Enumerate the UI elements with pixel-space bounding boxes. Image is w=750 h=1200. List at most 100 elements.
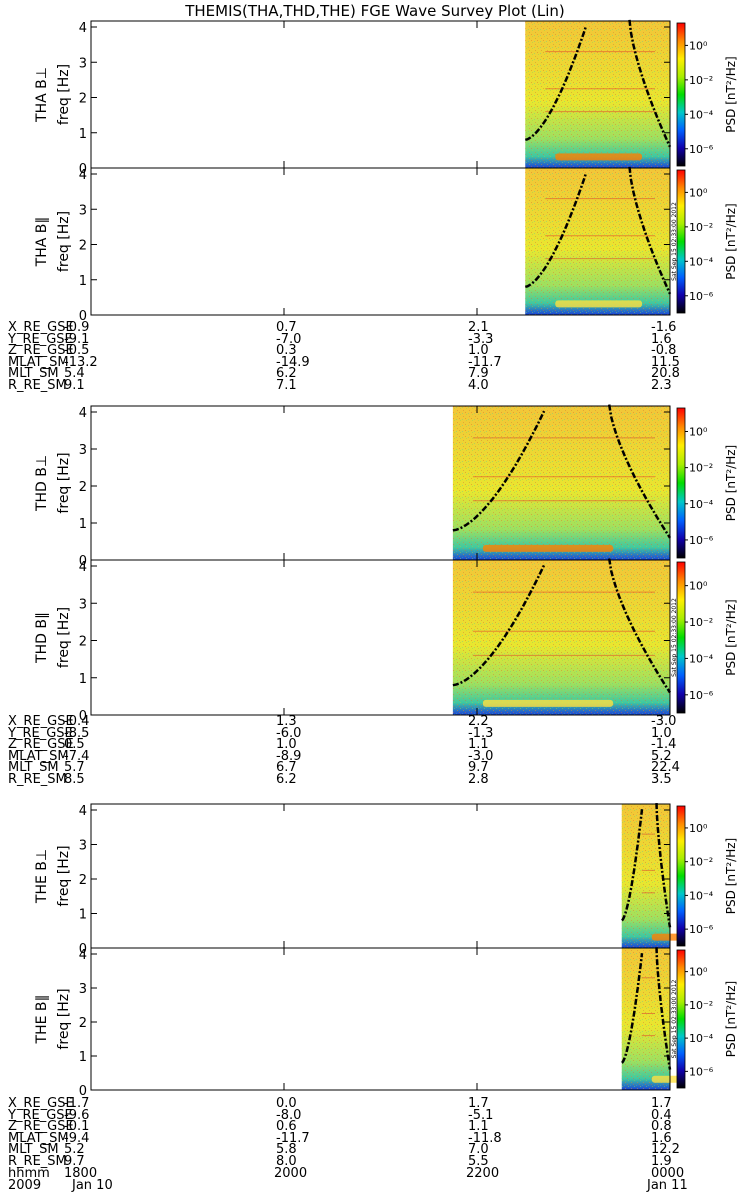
colorbar-tick-label: 10⁻⁶	[689, 290, 714, 303]
ephemeris-row: X_RE_GSE -1.7 0.0 1.7 1.7	[0, 1096, 750, 1111]
gyrofrequency-curve	[621, 809, 644, 922]
ephemeris-value: -3.3	[468, 331, 494, 347]
ephemeris-row: Y_RE_GSE -9.1 -7.0 -3.3 1.6	[0, 331, 750, 347]
colorbar-label: PSD [nT²/Hz]	[724, 56, 738, 132]
ephemeris-value: 0.4	[651, 1107, 672, 1123]
time-axis-tick-label: 2000	[274, 1166, 308, 1181]
freq-tick-label: 2	[79, 873, 87, 888]
ephemeris-value: -1.6	[651, 320, 677, 335]
spectrogram-panel: 0 1 2 3 4 THA B⊥ freq [Hz] 10⁰ 10⁻² 10⁻⁴ 10⁻⁶ PSD […	[34, 19, 738, 177]
colorbar-tick-label: 10⁰	[689, 966, 708, 979]
spectrogram-noise	[525, 21, 670, 168]
ephemeris-value: -5.1	[468, 1107, 494, 1123]
freq-axis-label: freq [Hz]	[56, 607, 72, 668]
ephemeris-value: 11.5	[651, 354, 680, 370]
ephemeris-value: -0.5	[64, 343, 90, 359]
spectrogram-noise	[452, 406, 670, 560]
ephemeris-row: R_RE_SM 8.5 6.2 2.8 3.5	[0, 771, 750, 787]
ephemeris-value: -9.6	[64, 1107, 90, 1123]
ephemeris-value: 6.7	[276, 760, 297, 776]
ephemeris-value: 1.6	[651, 1130, 672, 1146]
ephemeris-value: 8.0	[276, 1153, 297, 1169]
ephemeris-value: 1.9	[651, 1153, 672, 1169]
colorbar-tick-label: 10⁰	[689, 39, 708, 52]
colorbar-tick-label: 10⁻²	[689, 74, 713, 87]
ephemeris-row: X_RE_GSE -0.4 1.3 2.2 -3.0	[0, 714, 750, 729]
freq-tick-label: 2	[79, 1016, 87, 1031]
ephemeris-value: 0.3	[276, 343, 297, 359]
low-frequency-band	[482, 544, 614, 552]
time-axis-row-date: 2009 Jan 10 Jan 11	[0, 1179, 750, 1192]
generation-stamp: Sat Sep 15 02:33:00 2012	[671, 598, 678, 677]
ephemeris-value: -8.0	[276, 1107, 302, 1123]
ephemeris-label: Z_RE_GSE	[8, 737, 74, 753]
freq-tick-label: 0	[79, 554, 87, 569]
colorbar	[676, 169, 686, 314]
colorbar-tick-label: 10⁻²	[689, 462, 713, 475]
colorbar-tick-label: 10⁻⁶	[689, 689, 714, 702]
ephemeris-row: MLAT_SM -13.2 -14.9 -11.7 11.5	[0, 354, 750, 370]
panel-label: THA B⊥	[34, 67, 50, 123]
ephemeris-value: 0.5	[64, 737, 85, 753]
ephemeris-value: 9.7	[64, 1153, 85, 1169]
ephemeris-value: 7.1	[276, 377, 297, 393]
ephemeris-value: 1.1	[468, 1119, 489, 1135]
freq-axis-label: freq [Hz]	[56, 452, 72, 513]
gyrofrequency-curve	[607, 558, 672, 694]
freq-tick-label: 2	[79, 635, 87, 650]
ephemeris-value: -3.0	[651, 714, 677, 729]
ephemeris-value: -11.7	[468, 354, 502, 370]
colorbar-label: PSD [nT²/Hz]	[724, 838, 738, 914]
time-axis-row-hhmm: hhmm 1800 2000 2200 0000	[0, 1166, 750, 1181]
time-axis-row-label: hhmm	[8, 1166, 50, 1181]
colorbar-tick-label: 10⁰	[689, 425, 708, 438]
freq-tick-label: 3	[79, 443, 87, 458]
freq-tick-label: 0	[79, 709, 87, 724]
gyrofrequency-curve	[525, 172, 588, 289]
ephemeris-value: -8.5	[64, 725, 90, 741]
colorbar-label: PSD [nT²/Hz]	[724, 203, 738, 279]
freq-tick-label: 1	[79, 908, 87, 923]
ephemeris-row: R_RE_SM 9.1 7.1 4.0 2.3	[0, 377, 750, 393]
colorbar	[676, 805, 686, 947]
ephemeris-row: Z_RE_GSE 0.5 1.0 1.1 -1.4	[0, 737, 750, 753]
freq-tick-label: 1	[79, 127, 87, 142]
ephemeris-label: MLAT_SM	[8, 1130, 69, 1146]
colorbar-tick-label: 10⁻⁶	[689, 534, 714, 547]
freq-tick-label: 4	[79, 168, 87, 183]
panels-layer: 0 1 2 3 4 THA B⊥ freq [Hz] 10⁰ 10⁻² 10⁻⁴ 10⁻⁶ PSD […	[34, 19, 738, 1099]
ephemeris-value: 1.0	[468, 343, 489, 359]
low-frequency-band	[555, 300, 643, 308]
panel-label: THE B⊥	[34, 849, 50, 904]
freq-tick-label: 2	[79, 92, 87, 107]
ephemeris-row: X_RE_GSE -0.9 0.7 2.1 -1.6	[0, 320, 750, 335]
ephemeris-value: 22.4	[651, 760, 680, 776]
freq-tick-label: 4	[79, 804, 87, 819]
ephemeris-label: R_RE_SM	[8, 1153, 67, 1169]
freq-tick-label: 3	[79, 597, 87, 612]
ephemeris-value: 1.3	[276, 714, 297, 729]
ephemeris-value: 4.0	[468, 377, 489, 393]
ephemeris-value: 12.2	[651, 1142, 680, 1158]
time-axis-tick-label: 0000	[651, 1166, 685, 1181]
ephemeris-value: 5.8	[276, 1142, 297, 1158]
colorbar-tick-label: 10⁻⁶	[689, 1065, 714, 1078]
ephemeris-label: R_RE_SM	[8, 771, 67, 787]
freq-tick-label: 2	[79, 239, 87, 254]
freq-tick-label: 4	[79, 406, 87, 421]
ephemeris-value: 3.5	[651, 771, 672, 787]
colorbar-tick-label: 10⁻⁴	[689, 498, 714, 511]
gyrofrequency-curve	[655, 803, 672, 928]
low-frequency-band	[482, 699, 614, 707]
time-axis-tick-label: 1800	[64, 1166, 98, 1181]
spectrogram-noise	[621, 948, 670, 1090]
ephemeris-row: MLT_SM 5.4 6.2 7.9 20.8	[0, 368, 750, 381]
ephemeris-value: -8.9	[276, 748, 302, 764]
panel-frame	[90, 803, 671, 949]
freq-axis-label: freq [Hz]	[56, 845, 72, 906]
ephemeris-label: X_RE_GSE	[8, 1096, 74, 1111]
colorbar-tick-label: 10⁻⁴	[689, 652, 714, 665]
ephemeris-value: 0.6	[276, 1119, 297, 1135]
ephemeris-value: -14.9	[276, 354, 310, 370]
